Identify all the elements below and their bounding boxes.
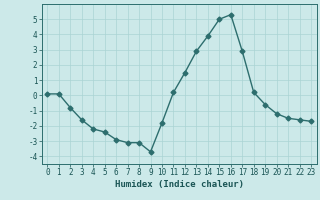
- X-axis label: Humidex (Indice chaleur): Humidex (Indice chaleur): [115, 180, 244, 189]
